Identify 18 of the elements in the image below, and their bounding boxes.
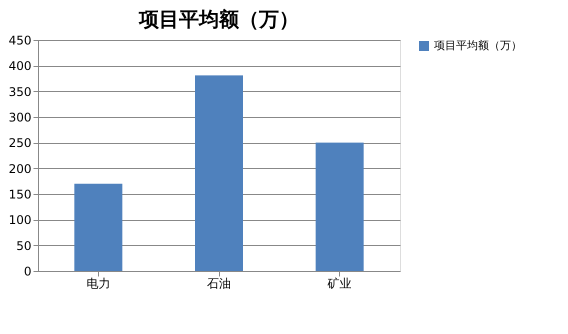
y-tick-label: 150 [8, 188, 32, 202]
bar [316, 142, 364, 271]
x-tick-label: 矿业 [326, 276, 352, 290]
bar [195, 75, 243, 271]
legend-label: 项目平均额（万） [434, 39, 522, 52]
x-tick-label: 石油 [207, 276, 231, 290]
chart-title: 项目平均额（万） [138, 7, 299, 31]
x-tick-label: 电力 [86, 276, 110, 290]
y-tick-label: 400 [8, 59, 32, 74]
y-tick-label: 300 [8, 110, 32, 124]
y-tick-label: 100 [8, 213, 32, 228]
bar [74, 184, 122, 271]
y-tick-label: 50 [16, 238, 32, 253]
y-tick-label: 350 [8, 84, 32, 99]
y-tick-label: 200 [8, 162, 32, 176]
y-tick-label: 450 [8, 34, 32, 48]
y-tick-label: 250 [8, 136, 32, 150]
y-tick-label: 0 [24, 264, 32, 278]
